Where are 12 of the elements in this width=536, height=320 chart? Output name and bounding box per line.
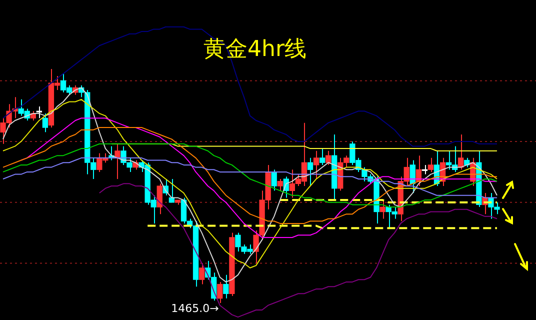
annotation: 1465.0→	[171, 302, 219, 315]
candlestick	[217, 281, 223, 304]
candlestick	[198, 262, 205, 285]
candlestick	[313, 150, 320, 180]
candlestick	[223, 274, 229, 299]
candlestick	[156, 183, 162, 215]
candlestick	[380, 200, 386, 220]
candlestick	[42, 112, 48, 133]
chart-title: 黄金4hr线	[202, 36, 308, 64]
candlestick	[307, 157, 314, 186]
candlestick	[319, 148, 326, 166]
candlestick	[428, 157, 434, 172]
